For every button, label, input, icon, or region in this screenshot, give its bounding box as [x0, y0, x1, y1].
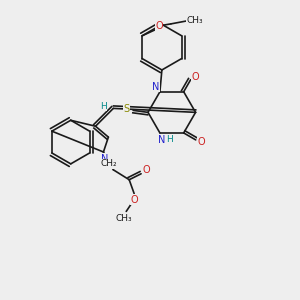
- Text: CH₂: CH₂: [100, 159, 117, 168]
- Text: CH₃: CH₃: [116, 214, 133, 223]
- Text: N: N: [101, 154, 108, 164]
- Text: O: O: [192, 72, 200, 82]
- Text: S: S: [123, 104, 129, 114]
- Text: H: H: [167, 135, 173, 144]
- Text: O: O: [142, 165, 150, 175]
- Text: H: H: [100, 102, 107, 111]
- Text: O: O: [198, 137, 206, 147]
- Text: N: N: [152, 82, 160, 92]
- Text: O: O: [130, 194, 138, 205]
- Text: O: O: [155, 21, 163, 31]
- Text: N: N: [158, 135, 166, 145]
- Text: CH₃: CH₃: [186, 16, 203, 26]
